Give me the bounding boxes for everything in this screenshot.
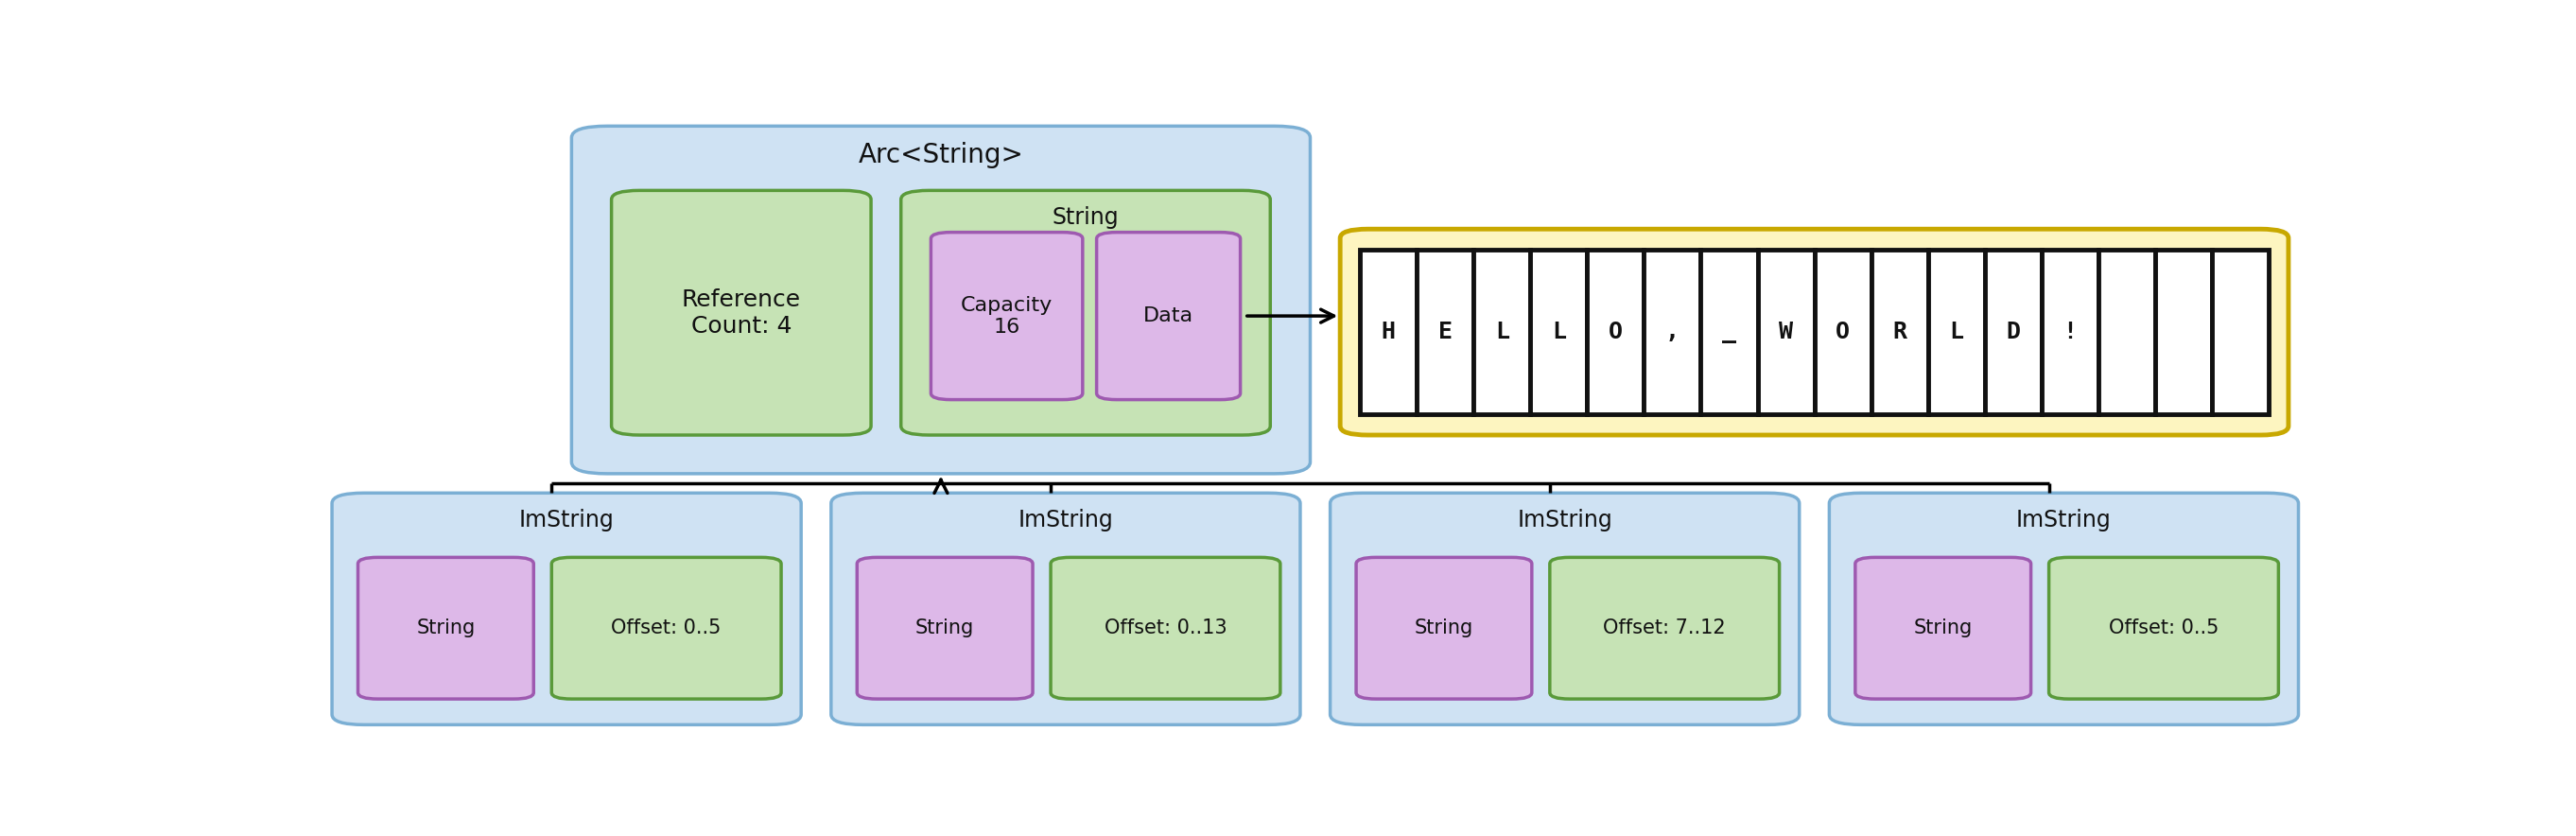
Text: Offset: 0..13: Offset: 0..13 bbox=[1105, 619, 1226, 638]
Text: Data: Data bbox=[1144, 307, 1193, 325]
FancyBboxPatch shape bbox=[1355, 558, 1533, 699]
Bar bbox=[1417, 250, 1473, 415]
Bar bbox=[1587, 250, 1643, 415]
Text: !: ! bbox=[2063, 321, 2076, 344]
Bar bbox=[1870, 250, 1927, 415]
Text: String: String bbox=[417, 619, 474, 638]
FancyBboxPatch shape bbox=[2048, 558, 2277, 699]
Bar bbox=[1927, 250, 1984, 415]
Bar bbox=[1530, 250, 1587, 415]
FancyBboxPatch shape bbox=[930, 232, 1082, 400]
Bar bbox=[2213, 250, 2269, 415]
Text: O: O bbox=[1607, 321, 1623, 344]
Text: E: E bbox=[1437, 321, 1453, 344]
FancyBboxPatch shape bbox=[1051, 558, 1280, 699]
Text: Offset: 0..5: Offset: 0..5 bbox=[2110, 619, 2218, 638]
Text: D: D bbox=[2007, 321, 2020, 344]
Text: L: L bbox=[1551, 321, 1566, 344]
Text: Arc<String>: Arc<String> bbox=[858, 142, 1023, 169]
Text: R: R bbox=[1893, 321, 1906, 344]
Text: Reference
Count: 4: Reference Count: 4 bbox=[683, 288, 801, 337]
FancyBboxPatch shape bbox=[611, 191, 871, 435]
Text: Offset: 0..5: Offset: 0..5 bbox=[611, 619, 721, 638]
FancyBboxPatch shape bbox=[572, 126, 1311, 474]
Bar bbox=[1757, 250, 1814, 415]
Text: Capacity
16: Capacity 16 bbox=[961, 296, 1054, 336]
Bar bbox=[1360, 250, 1417, 415]
Text: String: String bbox=[1414, 619, 1473, 638]
Text: L: L bbox=[1950, 321, 1963, 344]
FancyBboxPatch shape bbox=[358, 558, 533, 699]
FancyBboxPatch shape bbox=[858, 558, 1033, 699]
Bar bbox=[2040, 250, 2099, 415]
FancyBboxPatch shape bbox=[1340, 229, 2287, 435]
FancyBboxPatch shape bbox=[551, 558, 781, 699]
Text: String: String bbox=[1051, 206, 1118, 229]
Text: String: String bbox=[1914, 619, 1973, 638]
FancyBboxPatch shape bbox=[902, 191, 1270, 435]
Text: L: L bbox=[1494, 321, 1510, 344]
Bar bbox=[1643, 250, 1700, 415]
FancyBboxPatch shape bbox=[1855, 558, 2030, 699]
Bar bbox=[1700, 250, 1757, 415]
Text: W: W bbox=[1780, 321, 1793, 344]
Text: ,: , bbox=[1664, 321, 1680, 344]
Text: Offset: 7..12: Offset: 7..12 bbox=[1602, 619, 1726, 638]
FancyBboxPatch shape bbox=[832, 493, 1301, 725]
FancyBboxPatch shape bbox=[332, 493, 801, 725]
FancyBboxPatch shape bbox=[1329, 493, 1798, 725]
FancyBboxPatch shape bbox=[1551, 558, 1780, 699]
Bar bbox=[2156, 250, 2213, 415]
Text: ImString: ImString bbox=[1018, 509, 1113, 532]
Text: String: String bbox=[914, 619, 974, 638]
FancyBboxPatch shape bbox=[1829, 493, 2298, 725]
Text: O: O bbox=[1837, 321, 1850, 344]
Bar bbox=[1814, 250, 1870, 415]
Text: H: H bbox=[1381, 321, 1396, 344]
Text: _: _ bbox=[1723, 321, 1736, 344]
Bar bbox=[1473, 250, 1530, 415]
Text: ImString: ImString bbox=[518, 509, 613, 532]
Text: ImString: ImString bbox=[2017, 509, 2112, 532]
FancyBboxPatch shape bbox=[1097, 232, 1242, 400]
Bar bbox=[2099, 250, 2156, 415]
Bar bbox=[1984, 250, 2040, 415]
Text: ImString: ImString bbox=[1517, 509, 1613, 532]
